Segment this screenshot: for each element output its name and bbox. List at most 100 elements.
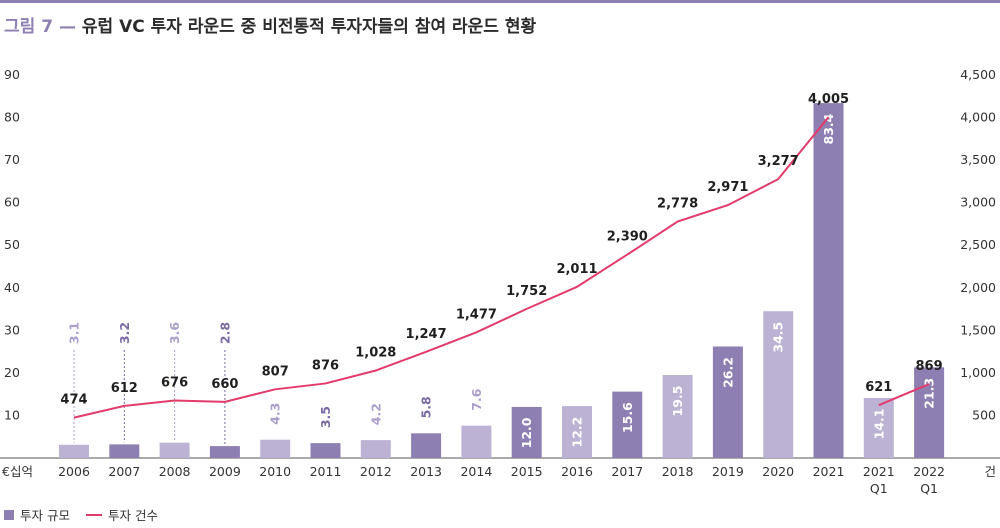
count-label: 1,028 bbox=[355, 346, 396, 361]
title-dash: — bbox=[58, 17, 76, 37]
count-label: 876 bbox=[312, 358, 339, 373]
count-line bbox=[878, 383, 930, 407]
y-left-tick-label: 70 bbox=[4, 152, 20, 167]
count-label: 676 bbox=[161, 375, 188, 390]
count-label: 2,778 bbox=[657, 197, 698, 212]
bar bbox=[662, 375, 693, 458]
bar bbox=[310, 443, 341, 458]
y-left-tick-label: 20 bbox=[4, 365, 20, 380]
bar-value-label: 26.2 bbox=[720, 357, 735, 388]
count-label: 2,011 bbox=[556, 262, 597, 277]
figure-label: 그림 7 bbox=[4, 17, 54, 37]
bar bbox=[209, 446, 240, 458]
count-label: 2,971 bbox=[707, 180, 748, 195]
count-label: 4,005 bbox=[808, 92, 849, 107]
y-left-unit: €십억 bbox=[2, 464, 33, 479]
x-tick-label: Q1 bbox=[920, 481, 938, 496]
x-tick-label: Q1 bbox=[870, 481, 888, 496]
x-tick-label: 2021 bbox=[863, 464, 895, 479]
legend-label-line: 투자 건수 bbox=[107, 508, 158, 523]
bar-value-label: 4.3 bbox=[268, 403, 283, 425]
bar bbox=[411, 433, 442, 458]
y-left-tick-label: 80 bbox=[4, 110, 20, 125]
y-right-tick-label: 4,000 bbox=[960, 110, 996, 125]
y-left-tick-label: 30 bbox=[4, 322, 20, 337]
bar-value-label: 3.2 bbox=[117, 322, 132, 344]
count-label: 474 bbox=[60, 393, 87, 408]
x-tick-label: 2016 bbox=[561, 464, 593, 479]
bar-value-label: 34.5 bbox=[771, 322, 786, 353]
y-right-tick-label: 2,000 bbox=[960, 280, 996, 295]
count-label: 869 bbox=[916, 359, 943, 374]
bar bbox=[59, 444, 89, 458]
bar bbox=[562, 406, 592, 458]
x-tick-label: 2007 bbox=[108, 464, 140, 479]
bar bbox=[914, 367, 945, 458]
bar-value-label: 15.6 bbox=[620, 402, 635, 433]
bar bbox=[461, 425, 492, 458]
x-tick-label: 2022 bbox=[913, 464, 945, 479]
x-tick-label: 2010 bbox=[259, 464, 291, 479]
bar-value-label: 21.3 bbox=[922, 378, 937, 409]
legend-swatch-bar bbox=[4, 509, 14, 520]
x-tick-label: 2015 bbox=[511, 464, 543, 479]
y-left-tick-label: 50 bbox=[4, 237, 20, 252]
y-left-tick-label: 10 bbox=[4, 407, 20, 422]
top-rule bbox=[0, 0, 1000, 3]
count-label: 1,752 bbox=[506, 284, 547, 299]
count-label: 1,477 bbox=[456, 307, 497, 322]
bar-value-label: 5.8 bbox=[419, 396, 434, 418]
bar-value-label: 4.2 bbox=[368, 403, 383, 425]
bar bbox=[863, 397, 894, 458]
bar bbox=[763, 311, 794, 458]
x-tick-label: 2021 bbox=[813, 464, 845, 479]
x-tick-label: 2017 bbox=[611, 464, 643, 479]
bar-value-label: 3.1 bbox=[67, 322, 82, 344]
bar bbox=[109, 444, 140, 458]
x-tick-label: 2014 bbox=[460, 464, 492, 479]
y-left-tick-label: 40 bbox=[4, 280, 20, 295]
bar bbox=[159, 442, 190, 458]
bar bbox=[260, 439, 291, 458]
x-tick-label: 2011 bbox=[310, 464, 342, 479]
bar bbox=[813, 103, 844, 458]
count-label: 1,247 bbox=[406, 327, 447, 342]
count-label: 3,277 bbox=[758, 154, 799, 169]
bar bbox=[712, 346, 743, 458]
x-tick-label: 2012 bbox=[360, 464, 392, 479]
legend: 투자 규모 투자 건수 bbox=[4, 505, 158, 524]
bar-value-label: 12.0 bbox=[519, 417, 534, 448]
x-tick-label: 2013 bbox=[410, 464, 442, 479]
y-right-tick-label: 1,500 bbox=[960, 322, 996, 337]
bar bbox=[612, 391, 643, 458]
bar-value-label: 3.6 bbox=[167, 322, 182, 344]
bar bbox=[511, 406, 542, 458]
y-right-tick-label: 3,000 bbox=[960, 195, 996, 210]
x-tick-label: 2020 bbox=[762, 464, 794, 479]
legend-swatch-line bbox=[85, 513, 102, 516]
y-right-tick-label: 2,500 bbox=[960, 237, 996, 252]
x-tick-label: 2006 bbox=[58, 464, 90, 479]
bar-value-label: 12.2 bbox=[570, 417, 585, 448]
count-label: 621 bbox=[865, 380, 892, 395]
y-right-tick-label: 500 bbox=[972, 407, 996, 422]
y-left-tick-label: 60 bbox=[4, 195, 20, 210]
title-text: 유럽 VC 투자 라운드 중 비전통적 투자자들의 참여 라운드 현황 bbox=[81, 17, 537, 37]
bar-value-label: 7.6 bbox=[469, 388, 484, 410]
count-label: 660 bbox=[211, 377, 238, 392]
count-line bbox=[73, 116, 830, 419]
bar-value-label: 2.8 bbox=[217, 322, 232, 344]
bar-value-label: 19.5 bbox=[670, 386, 685, 417]
y-right-tick-label: 4,500 bbox=[960, 67, 996, 82]
y-left-tick-label: 90 bbox=[4, 67, 20, 82]
bar-value-label: 3.5 bbox=[318, 406, 333, 428]
count-label: 807 bbox=[262, 364, 289, 379]
legend-label-bar: 투자 규모 bbox=[20, 508, 70, 523]
x-tick-label: 2009 bbox=[209, 464, 241, 479]
x-tick-label: 2008 bbox=[159, 464, 191, 479]
count-label: 612 bbox=[111, 381, 138, 396]
x-tick-label: 2019 bbox=[712, 464, 744, 479]
y-right-tick-label: 1,000 bbox=[960, 365, 996, 380]
x-tick-label: 2018 bbox=[662, 464, 694, 479]
